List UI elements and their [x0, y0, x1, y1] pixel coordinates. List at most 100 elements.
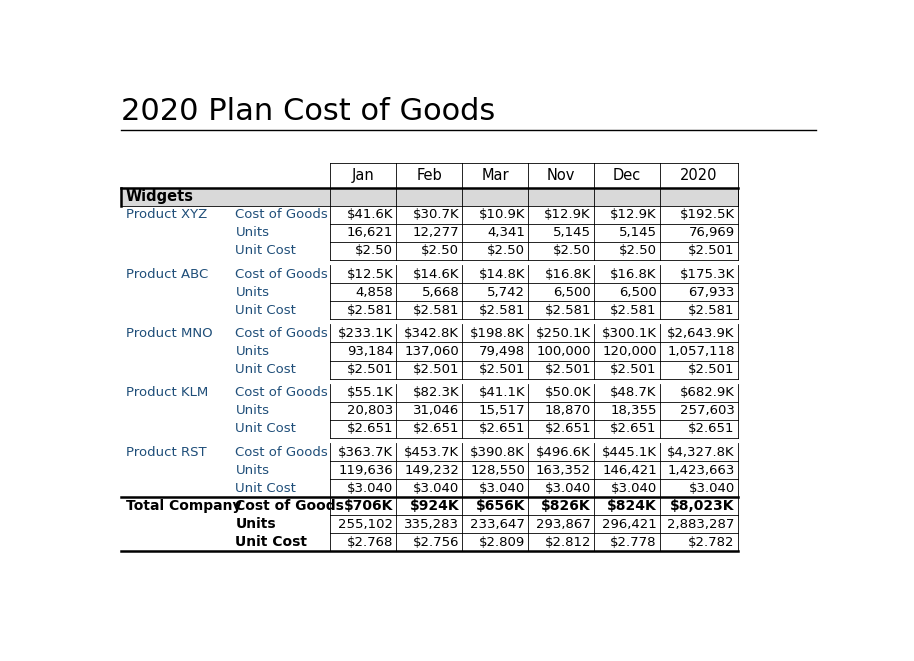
Text: $12.5K: $12.5K [346, 268, 393, 281]
Text: 5,742: 5,742 [487, 286, 525, 299]
Text: $175.3K: $175.3K [679, 268, 735, 281]
Bar [462, 163, 528, 188]
Text: Units: Units [236, 286, 270, 299]
Text: $2.581: $2.581 [611, 304, 657, 317]
Text: $3.040: $3.040 [479, 482, 525, 494]
Text: 100,000: 100,000 [537, 345, 591, 358]
Text: $82.3K: $82.3K [412, 386, 459, 399]
Text: Dec: Dec [612, 168, 641, 183]
Text: $2.501: $2.501 [479, 363, 525, 376]
Text: 119,636: 119,636 [338, 463, 393, 477]
Text: Cost of Goods: Cost of Goods [236, 386, 328, 399]
Text: 233,647: 233,647 [470, 518, 525, 531]
Bar [122, 206, 738, 224]
Text: Unit Cost: Unit Cost [236, 363, 296, 376]
Text: $2.812: $2.812 [545, 536, 591, 549]
Text: $2.501: $2.501 [346, 363, 393, 376]
Text: $2.651: $2.651 [346, 422, 393, 436]
Text: $706K: $706K [344, 499, 393, 513]
Text: 2020 Plan Cost of Goods: 2020 Plan Cost of Goods [122, 97, 495, 126]
Text: 120,000: 120,000 [602, 345, 657, 358]
Text: 16,621: 16,621 [347, 227, 393, 239]
Bar [122, 301, 738, 319]
Text: $445.1K: $445.1K [601, 446, 657, 459]
Text: 12,277: 12,277 [412, 227, 459, 239]
Text: $48.7K: $48.7K [611, 386, 657, 399]
Text: 20,803: 20,803 [347, 405, 393, 417]
Text: $8,023K: $8,023K [670, 499, 735, 513]
Text: 1,057,118: 1,057,118 [667, 345, 735, 358]
Text: Unit Cost: Unit Cost [236, 245, 296, 258]
Text: $682.9K: $682.9K [680, 386, 735, 399]
Text: $2.50: $2.50 [487, 245, 525, 258]
Text: $14.8K: $14.8K [479, 268, 525, 281]
Bar [122, 479, 738, 497]
Text: 4,858: 4,858 [356, 286, 393, 299]
Text: $3.040: $3.040 [413, 482, 459, 494]
Bar [122, 283, 738, 301]
Text: Nov: Nov [547, 168, 575, 183]
Bar [122, 188, 738, 206]
Text: $3.040: $3.040 [688, 482, 735, 494]
Text: $41.6K: $41.6K [346, 208, 393, 221]
Text: Product MNO: Product MNO [125, 327, 212, 340]
Text: 31,046: 31,046 [413, 405, 459, 417]
Text: Unit Cost: Unit Cost [236, 422, 296, 436]
Text: 4,341: 4,341 [487, 227, 525, 239]
Bar [122, 224, 738, 242]
Text: $2.809: $2.809 [479, 536, 525, 549]
Text: $2.651: $2.651 [611, 422, 657, 436]
Text: Units: Units [236, 405, 270, 417]
Text: $55.1K: $55.1K [346, 386, 393, 399]
Bar [594, 163, 660, 188]
Text: 335,283: 335,283 [404, 518, 459, 531]
Text: 296,421: 296,421 [602, 518, 657, 531]
Text: $2.501: $2.501 [611, 363, 657, 376]
Text: $2.782: $2.782 [688, 536, 735, 549]
Text: Product KLM: Product KLM [125, 386, 207, 399]
Text: $2.651: $2.651 [479, 422, 525, 436]
Text: 76,969: 76,969 [688, 227, 735, 239]
Text: $2.581: $2.581 [688, 304, 735, 317]
Text: $824K: $824K [607, 499, 657, 513]
Text: $14.6K: $14.6K [413, 268, 459, 281]
Text: $2.50: $2.50 [356, 245, 393, 258]
Text: Mar: Mar [481, 168, 509, 183]
Text: Widgets: Widgets [125, 189, 194, 204]
Text: $496.6K: $496.6K [537, 446, 591, 459]
Text: $30.7K: $30.7K [412, 208, 459, 221]
Text: 5,668: 5,668 [421, 286, 459, 299]
Bar [122, 420, 738, 438]
Text: Cost of Goods: Cost of Goods [236, 208, 328, 221]
Text: Product ABC: Product ABC [125, 268, 207, 281]
Text: Feb: Feb [416, 168, 442, 183]
Text: $390.8K: $390.8K [470, 446, 525, 459]
Text: 146,421: 146,421 [602, 463, 657, 477]
Text: $2.581: $2.581 [413, 304, 459, 317]
Text: 18,870: 18,870 [545, 405, 591, 417]
Text: Cost of Goods: Cost of Goods [236, 446, 328, 459]
Text: $2.50: $2.50 [553, 245, 591, 258]
Text: 5,145: 5,145 [553, 227, 591, 239]
Text: 15,517: 15,517 [478, 405, 525, 417]
Text: Units: Units [236, 463, 270, 477]
Text: $12.9K: $12.9K [611, 208, 657, 221]
Text: 67,933: 67,933 [688, 286, 735, 299]
Text: $2,643.9K: $2,643.9K [667, 327, 735, 340]
Text: 2020: 2020 [680, 168, 717, 183]
Text: 293,867: 293,867 [537, 518, 591, 531]
Text: Cost of Goods: Cost of Goods [236, 268, 328, 281]
Bar [122, 402, 738, 420]
Text: Jan: Jan [352, 168, 375, 183]
Bar [330, 163, 396, 188]
Text: $41.1K: $41.1K [478, 386, 525, 399]
Text: 79,498: 79,498 [479, 345, 525, 358]
Text: 257,603: 257,603 [680, 405, 735, 417]
Text: 163,352: 163,352 [536, 463, 591, 477]
Text: $4,327.8K: $4,327.8K [667, 446, 735, 459]
Text: $192.5K: $192.5K [680, 208, 735, 221]
Text: $2.501: $2.501 [688, 245, 735, 258]
Bar [122, 242, 738, 260]
Text: 128,550: 128,550 [470, 463, 525, 477]
Bar [122, 265, 738, 283]
